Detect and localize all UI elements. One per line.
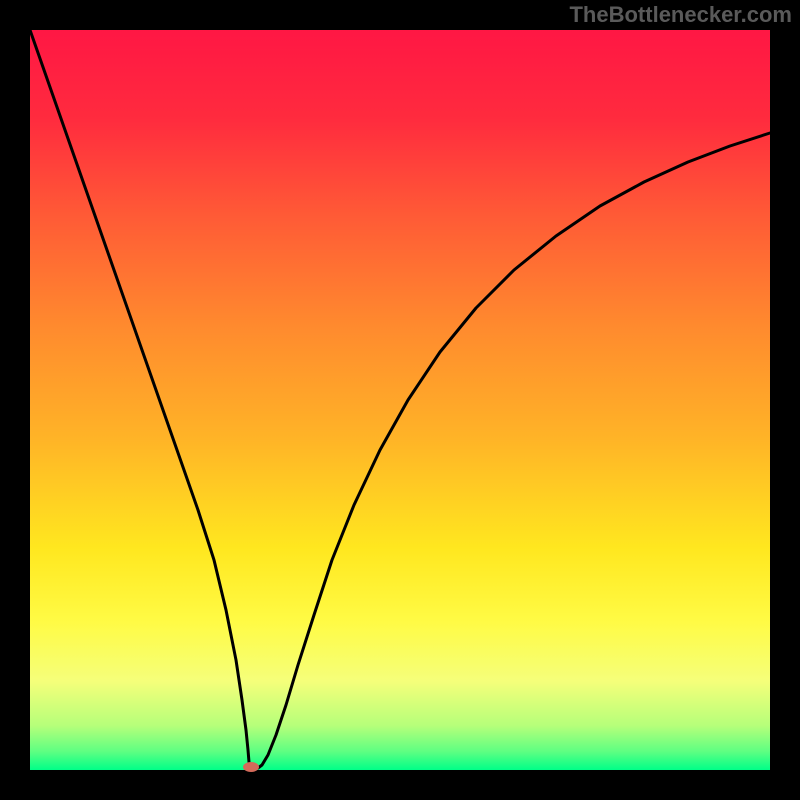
watermark-label: TheBottlenecker.com [569,2,792,28]
optimum-marker [243,762,259,772]
chart-container: TheBottlenecker.com [0,0,800,800]
bottleneck-chart [0,0,800,800]
plot-area [30,30,770,770]
